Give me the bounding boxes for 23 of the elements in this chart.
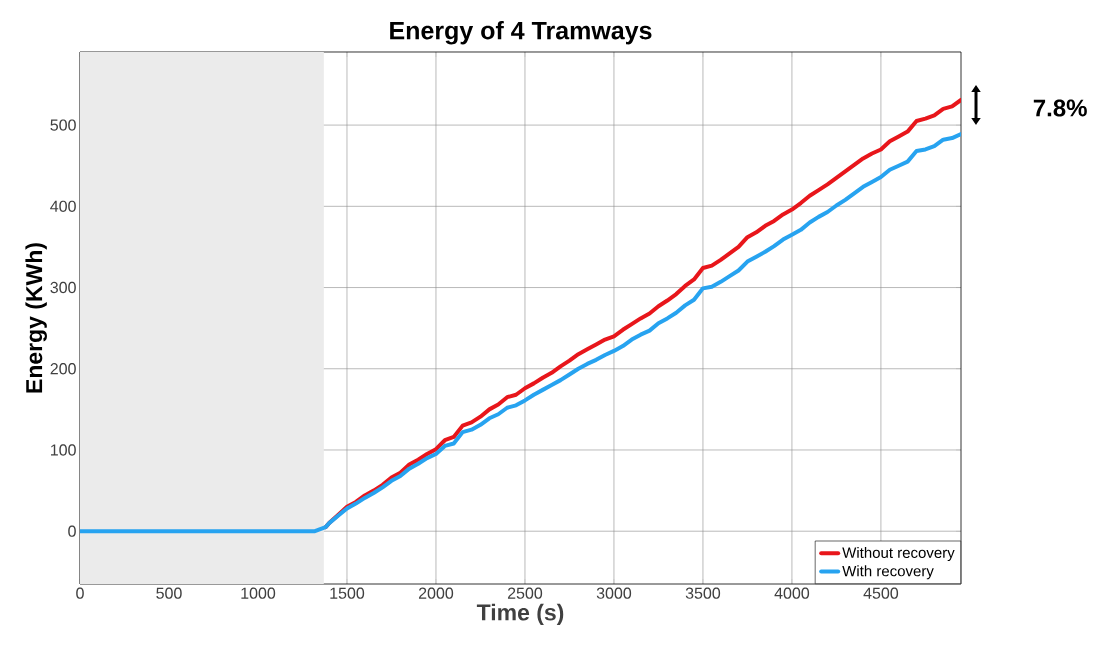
x-tick-label: 1000: [241, 587, 276, 599]
x-tick-label: 3500: [685, 587, 721, 599]
y-axis-title: Energy (KWh): [25, 243, 47, 393]
y-tick-label: 500: [50, 119, 76, 131]
y-tick-label: 300: [50, 281, 76, 294]
y-tick-label: 200: [50, 363, 76, 375]
x-tick-label: 3000: [596, 587, 632, 599]
y-tick-label: 400: [50, 200, 76, 212]
x-tick-label: 0: [76, 587, 84, 599]
x-tick-label: 2000: [418, 587, 454, 599]
y-tick-label: 0: [68, 525, 76, 537]
x-axis-title: Time (s): [476, 603, 564, 626]
x-tick-label: 2500: [507, 587, 543, 599]
line-series: [80, 132, 962, 534]
y-tick-label: 100: [51, 444, 76, 456]
chart-title: Energy of 4 Tramways: [390, 21, 652, 45]
legend-label: With recovery: [842, 565, 934, 580]
text: 7.8%: [1033, 99, 1087, 117]
x-tick-label: 1500: [330, 587, 365, 599]
x-tick-label: 4000: [774, 587, 810, 599]
x-tick-label: 4500: [863, 587, 899, 599]
x-tick-label: 500: [156, 587, 182, 599]
legend-label: Without recovery: [842, 546, 955, 561]
